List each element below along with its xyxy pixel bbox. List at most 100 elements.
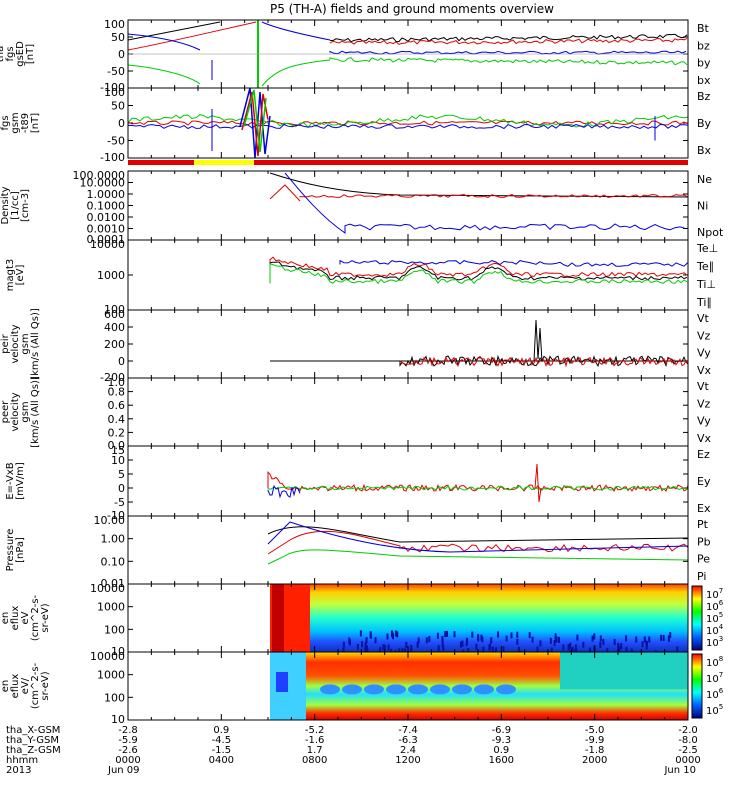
- ylabel-line: en: [0, 680, 11, 693]
- colorbar-tick: 108: [706, 655, 723, 669]
- ytick-label: -100: [100, 151, 125, 164]
- legend-ne: Ne: [697, 173, 712, 186]
- footer-value: 0.9: [493, 745, 509, 756]
- footer-value: -5.2: [305, 725, 325, 736]
- ylabel: thapeerenefluxeV/(cm^2-s-sr-eV): [0, 662, 51, 709]
- footer-row-label: tha_X-GSM: [6, 725, 60, 736]
- ytick-label: 0.1000: [87, 200, 126, 213]
- ytick-label: 100: [104, 18, 125, 31]
- series-npot: [284, 172, 686, 234]
- panel-temperature: 10000 1000 100 magt3 [eV] Te⊥ Te∥ Ti⊥ Ti∥: [5, 238, 718, 316]
- footer-value: -9.9: [585, 735, 605, 746]
- footer-value: -1.5: [212, 745, 232, 756]
- ytick-label: 0.4: [108, 413, 126, 426]
- ylabel-line: gsm: [10, 112, 21, 133]
- legend-bz: bz: [697, 39, 710, 52]
- ylabel-line: [1/cc]: [10, 191, 21, 220]
- ytick-label: -10: [107, 509, 125, 522]
- colorbar: [691, 585, 703, 651]
- panel-electron_velocity: 1.00.80.60.40.20.0 thapeervelocitygsm[km/…: [0, 376, 712, 452]
- ylabel-line: peer: [0, 400, 11, 424]
- legend-vx: Vx: [697, 364, 712, 377]
- ytick-label: 0: [118, 117, 125, 130]
- ytick-label: 10000: [90, 582, 125, 595]
- ylabel-line: (cm^2-s-: [30, 594, 41, 641]
- legend-te∥: Te∥: [696, 260, 714, 273]
- footer-value: -1.6: [305, 735, 325, 746]
- ytick-label: 400: [104, 321, 125, 334]
- footer-value: 1.7: [307, 745, 323, 756]
- ylabel: tha fgs gsED [nT]: [0, 41, 36, 67]
- ylabel: Density [1/cc] [cm-3]: [0, 186, 31, 224]
- ylabel-line: gsED: [15, 41, 26, 67]
- footer-value: Jun 10: [663, 765, 696, 776]
- ylabel-line: peer: [0, 674, 1, 698]
- ytick-label: 100: [104, 303, 125, 316]
- legend-pe: Pe: [697, 553, 710, 566]
- series-pt: [267, 526, 689, 543]
- ytick-label: 0.0001: [87, 233, 126, 246]
- ytick-label: 10.00: [94, 514, 126, 527]
- footer-value: -2.0: [678, 725, 698, 736]
- footer-value: 2.4: [400, 745, 416, 756]
- series-pe: [267, 549, 689, 565]
- ylabel-line: [nT]: [25, 44, 36, 64]
- legend-ti∥: Ti∥: [696, 296, 712, 309]
- ylabel-line: gsm: [20, 401, 31, 422]
- series-bz: [127, 120, 689, 126]
- legend-ni: Ni: [697, 200, 708, 213]
- panel-frame: [127, 445, 689, 517]
- legend-te⊥: Te⊥: [696, 242, 718, 255]
- ylabel-line: sr-eV): [40, 671, 51, 700]
- ytick-label: 1000: [97, 669, 125, 682]
- ytick-label: 5: [118, 468, 125, 481]
- ytick-label: 50: [111, 100, 125, 113]
- panel-pressure: 10.00 1.00 0.10 0.01 Pressure [nPa] Pt Pb Pe Pi: [5, 514, 711, 590]
- legend-vy: Vy: [697, 415, 711, 428]
- ylabel-line: tha: [0, 404, 1, 420]
- colorbar-tick: 107: [706, 671, 723, 685]
- ylabel-line: [cm-3]: [20, 189, 31, 222]
- panel-ion_spectrogram: 10000 1000 100 10 thapeirenefluxeV(cm^2-s-sr…: [0, 582, 724, 658]
- ytick-label: 0: [118, 482, 125, 495]
- legend-ex: Ex: [697, 502, 711, 515]
- ytick-label: 10: [111, 713, 125, 726]
- ylabel-line: sr-eV): [40, 603, 51, 632]
- ylabel-line: [km/s (All Qs)]: [30, 376, 41, 448]
- footer-value: 0000: [675, 755, 700, 766]
- series-ex: [267, 484, 301, 499]
- footer-value: Jun 09: [107, 765, 140, 776]
- legend-ey: Ey: [697, 475, 711, 488]
- footer-row-label: hhmm: [6, 755, 38, 766]
- footer-value: -2.6: [118, 745, 138, 756]
- ylabel-line: velocity: [10, 324, 21, 363]
- series-te-par: [269, 261, 688, 282]
- ylabel-line: E=-VxB: [5, 462, 16, 499]
- ytick-label: -200: [100, 371, 125, 384]
- ylabel-line: magt3: [5, 259, 16, 292]
- series-ey: [267, 485, 689, 491]
- series-te-perp: [269, 256, 688, 279]
- footer-value: -6.3: [398, 735, 418, 746]
- ylabel-line: -t89: [20, 113, 31, 133]
- ytick-label: 1.0: [108, 376, 126, 389]
- footer-value: -6.9: [492, 725, 512, 736]
- colorbar-tick: 103: [706, 635, 723, 649]
- legend-bx: bx: [697, 74, 711, 87]
- footer-value: -9.3: [492, 735, 512, 746]
- legend-vx: Vx: [697, 432, 712, 445]
- footer-row-label: tha_Z-GSM: [6, 745, 61, 756]
- ytick-label: -50: [107, 135, 125, 148]
- ylabel-line: peir: [0, 333, 11, 353]
- ylabel-line: fgs: [0, 115, 11, 130]
- footer-value: 1600: [489, 755, 514, 766]
- ylabel-line: en: [0, 612, 11, 625]
- ytick-label: 1.00: [101, 533, 126, 546]
- ylabel-line: [mV/m]: [15, 462, 26, 500]
- ytick-label: 100.0000: [73, 169, 126, 182]
- ytick-label: -100: [100, 81, 125, 94]
- ytick-label: 200: [104, 338, 125, 351]
- footer-value: 0400: [209, 755, 234, 766]
